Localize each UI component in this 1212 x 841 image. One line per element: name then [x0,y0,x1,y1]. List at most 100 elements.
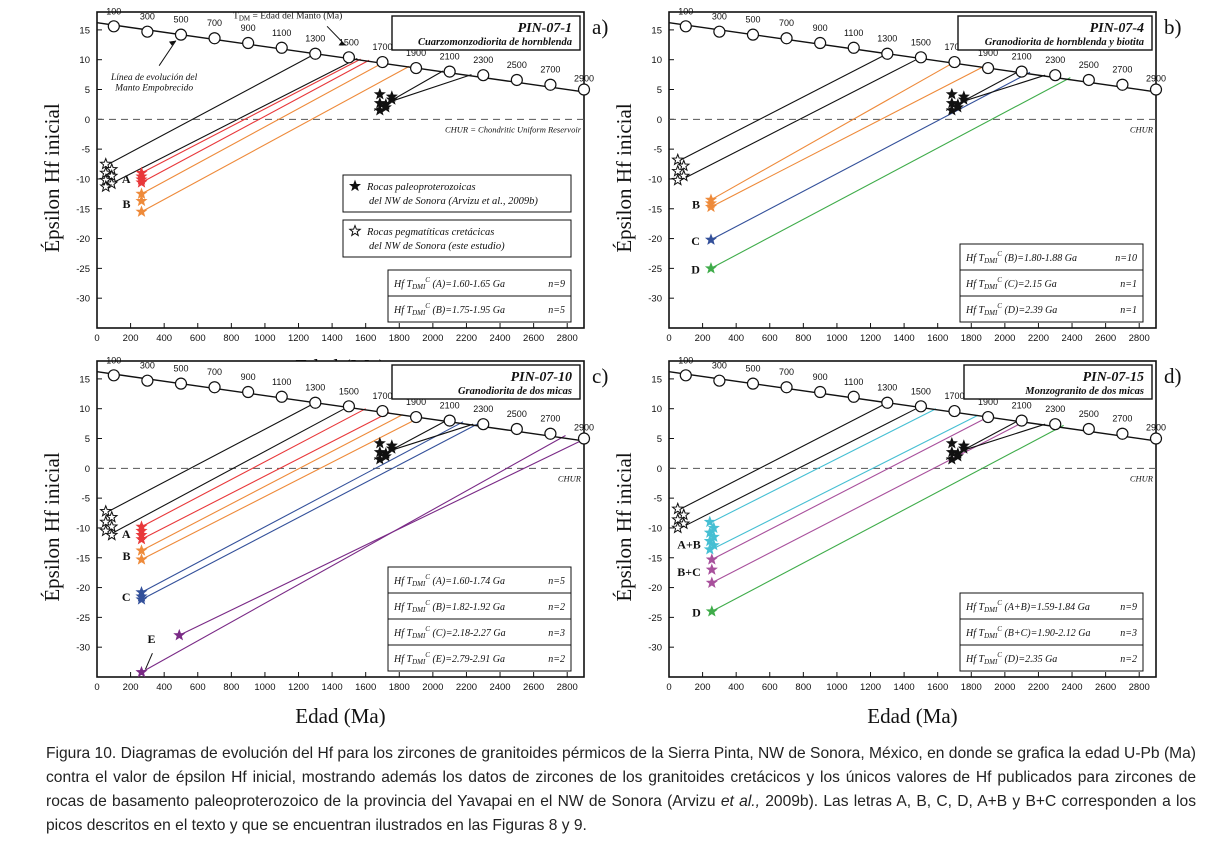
x-tick-label: 1600 [927,333,948,344]
mantle-age-marker [107,369,120,382]
mantle-age-marker [376,55,389,69]
mantle-age-label: 2500 [1079,409,1099,419]
data-star-cret [99,179,113,193]
mantle-age-label: 1900 [406,397,426,407]
evolution-line [141,414,403,552]
mantle-age-marker [1116,427,1129,440]
y-axis-title: Épsilon Hf inicial [40,103,64,252]
model-age-sub: DMI [983,257,998,265]
y-tick-label: -15 [648,553,662,564]
mantle-age-marker [443,414,456,427]
data-star-paleo [373,445,386,458]
model-age-row: Hf TDMIC (B)=1.82-1.92 Ga n=2 [387,592,572,620]
mantle-age-label: 1900 [978,397,998,407]
y-axis-title: Épsilon Hf inicial [612,103,636,252]
data-star-paleo [385,439,398,451]
evolution-line [141,59,370,184]
y-tick-label: -5 [82,494,90,505]
evolution-line [141,61,385,195]
x-tick-label: 1400 [322,333,343,344]
model-age-value: (D)=2.39 Ga [1002,305,1057,316]
x-tick-label: 2400 [1061,682,1082,693]
model-age-n: n=10 [1115,253,1137,264]
evolution-line [141,65,410,213]
mantle-age-label: 1700 [944,391,964,401]
model-age-row: Hf TDMIC (C)=2.15 Ga n=1 [959,269,1144,297]
mantle-age-marker [342,400,355,413]
model-age-label: Hf TDMIC (C)=2.18-2.27 Ga [393,625,506,640]
model-age-label: Hf TDMIC (B)=1.75-1.95 Ga [393,302,505,317]
x-tick-label: 2400 [489,682,510,693]
x-tick-label: 2000 [994,333,1015,344]
x-tick-label: 1200 [288,682,309,693]
evolution-line [108,405,350,536]
x-tick-label: 1400 [894,682,915,693]
tdm-arrow [326,25,346,46]
x-tick-label: 1200 [288,333,309,344]
mantle-age-marker [141,374,154,387]
peak-label-B: B [692,197,700,211]
data-star-B [135,205,148,217]
mantle-age-marker [948,404,961,418]
evolution-line [141,58,361,174]
mantle-age-label: 2100 [1012,401,1032,411]
model-age-row: Hf TDMIC (C)=2.18-2.27 Ga n=3 [387,618,572,646]
evolution-line [680,405,922,529]
data-star-B [135,194,148,207]
mantle-age-marker [814,385,827,399]
legend-line-2: del NW de Sonora (Arvizu et al., 2009b) [369,196,538,207]
x-tick-label: 0 [94,682,99,693]
mantle-age-label: 900 [813,372,828,382]
model-age-row: Hf TDMIC (B+C)=1.90-2.12 Ga n=3 [959,618,1144,646]
x-tick-label: 600 [190,682,206,693]
data-star-A [135,532,148,545]
y-tick-label: -30 [76,643,90,654]
y-tick-label: -25 [76,613,90,624]
model-age-row: Hf TDMIC (E)=2.79-2.91 Ga n=2 [387,644,572,672]
model-age-sub: DMI [411,580,426,588]
x-tick-label: 800 [223,682,239,693]
mantle-age-label: 2900 [574,423,594,433]
y-tick-label: -10 [76,174,90,185]
model-age-sup: C [997,250,1002,258]
model-age-label: Hf TDMIC (B)=1.80-1.88 Ga [965,250,1077,265]
mantle-age-label: 1700 [372,42,392,52]
y-tick-label: -30 [76,294,90,305]
evolution-line [680,56,922,181]
mantle-age-label: 300 [712,361,727,371]
y-axis-title: Épsilon Hf inicial [612,452,636,601]
model-age-value: (A+B)=1.59-1.84 Ga [1002,602,1090,613]
x-tick-label: 800 [795,333,811,344]
model-age-n: n=1 [1120,279,1137,290]
model-age-sub: DMI [983,606,998,614]
data-star-paleo [373,87,386,100]
mantle-age-marker [141,25,154,38]
model-age-n: n=2 [548,602,565,613]
model-age-sup: C [997,302,1002,310]
legend-line-1: Rocas paleoproterozoicas [366,182,476,193]
model-age-value: (A)=1.60-1.74 Ga [430,576,505,587]
y-tick-label: 0 [85,464,90,475]
x-tick-label: 2200 [1028,333,1049,344]
y-tick-label: -25 [76,264,90,275]
mantle-age-label: 2300 [473,404,493,414]
mantle-age-label: 1500 [339,37,359,47]
model-age-sub: DMI [983,658,998,666]
rock-type: Granodiorita de dos micas [458,386,572,397]
y-tick-label: -20 [76,234,90,245]
mantle-age-label: 500 [745,15,760,25]
mantle-age-label: 700 [207,367,222,377]
evolution-line [108,58,358,186]
peak-e-arrow [145,652,153,670]
model-age-sub: DMI [411,283,426,291]
peak-label-AB: A+B [677,538,701,552]
mantle-age-label: 300 [140,361,155,371]
model-age-value: (D)=2.35 Ga [1002,654,1057,665]
x-tick-label: 200 [695,333,711,344]
data-star-AB [703,515,716,528]
model-age-row: Hf TDMIC (D)=2.39 Ga n=1 [959,295,1144,323]
sample-name: PIN-07-4 [1090,21,1144,36]
mantle-age-marker [1049,69,1062,82]
